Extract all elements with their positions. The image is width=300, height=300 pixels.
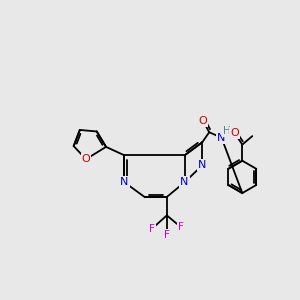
Text: O: O xyxy=(230,128,239,138)
Text: F: F xyxy=(149,224,155,233)
Text: F: F xyxy=(178,222,184,232)
Text: N: N xyxy=(180,177,189,187)
Text: H: H xyxy=(223,126,231,136)
Text: N: N xyxy=(198,160,206,170)
Text: N: N xyxy=(217,133,226,142)
Text: N: N xyxy=(120,177,129,187)
Text: O: O xyxy=(199,116,207,126)
Text: O: O xyxy=(82,154,90,164)
Text: F: F xyxy=(164,230,170,240)
